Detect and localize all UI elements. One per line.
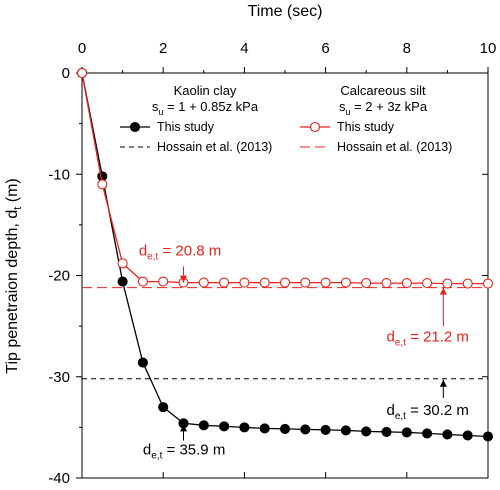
legend-marker <box>309 121 321 133</box>
annotation-label: de,t = 35.9 m <box>143 442 225 462</box>
data-point-kaolin <box>442 429 453 440</box>
series-layer <box>76 67 494 442</box>
data-point-calcareous <box>320 277 331 288</box>
x-tick-label: 4 <box>240 40 248 57</box>
data-point-calcareous <box>158 276 169 287</box>
legend-group-title: Kaolin clay <box>174 83 237 98</box>
data-point-calcareous <box>117 258 128 269</box>
data-point-kaolin <box>320 424 331 435</box>
legend-label: This study <box>157 120 215 134</box>
y-tick-label: 0 <box>62 65 70 82</box>
annotation-label: de,t = 30.2 m <box>387 402 469 422</box>
annotation-label: de,t = 20.8 m <box>139 242 221 262</box>
data-point-calcareous <box>259 277 270 288</box>
data-point-kaolin <box>219 421 230 432</box>
y-tick-label: -40 <box>48 470 70 487</box>
annotation-arrowhead <box>439 287 447 295</box>
x-axis-label: Time (sec) <box>248 3 323 20</box>
y-tick-label: -30 <box>48 369 70 386</box>
data-point-kaolin <box>158 402 169 413</box>
y-axis-label-group: Tip penetraion depth, dt (m) <box>4 178 24 373</box>
data-point-calcareous <box>279 277 291 288</box>
data-point-kaolin <box>137 357 148 368</box>
data-point-calcareous <box>422 278 433 289</box>
data-point-calcareous <box>482 278 494 289</box>
x-tick-label: 10 <box>480 40 497 57</box>
data-point-kaolin <box>340 425 351 436</box>
annotation-arrowhead <box>180 424 187 432</box>
x-tick-label: 0 <box>78 40 86 57</box>
x-tick-label: 6 <box>321 40 329 57</box>
data-point-kaolin <box>422 428 433 439</box>
data-point-kaolin <box>259 423 270 434</box>
data-point-kaolin <box>117 276 128 287</box>
data-point-kaolin <box>381 426 392 437</box>
data-point-calcareous <box>76 67 88 79</box>
data-point-calcareous <box>442 278 453 289</box>
y-tick-label: -10 <box>48 166 70 183</box>
data-point-kaolin <box>239 422 250 433</box>
legend-label: Hossain et al. (2013) <box>157 140 272 154</box>
legend-label: This study <box>337 120 395 134</box>
data-point-kaolin <box>279 423 291 434</box>
data-point-kaolin <box>198 420 209 431</box>
data-point-calcareous <box>381 278 392 289</box>
y-axis-label: Tip penetraion depth, dt (m) <box>4 178 24 373</box>
annotation-arrowhead <box>439 379 447 387</box>
data-point-calcareous <box>97 179 108 190</box>
annotation-arrowhead <box>180 275 187 283</box>
y-tick-label: -20 <box>48 268 70 285</box>
data-point-calcareous <box>137 276 148 287</box>
axes: 0 2 4 6 8 10 0 -10 -20 -30 -40 <box>48 40 496 487</box>
legend-marker <box>129 121 141 133</box>
data-point-calcareous <box>401 278 412 289</box>
data-point-calcareous <box>462 278 473 289</box>
legend-label: Hossain et al. (2013) <box>337 140 452 154</box>
annotation-label: de,t = 21.2 m <box>387 328 469 348</box>
data-point-calcareous <box>219 277 230 288</box>
data-point-kaolin <box>300 424 311 435</box>
legend-group-formula: su = 2 + 3z kPa <box>339 99 428 117</box>
data-point-calcareous <box>361 278 372 289</box>
x-tick-label: 8 <box>403 40 411 57</box>
annotations: de,t = 20.8 m de,t = 21.2 m de,t = 30.2 m d… <box>139 242 469 461</box>
data-point-calcareous <box>198 277 209 288</box>
data-point-kaolin <box>462 430 473 441</box>
data-point-kaolin <box>401 427 412 438</box>
data-point-kaolin <box>361 426 372 437</box>
x-tick-label: 2 <box>159 40 167 57</box>
data-point-calcareous <box>300 277 311 288</box>
legend-group-formula: su = 1 + 0.85z kPa <box>152 99 259 117</box>
data-point-calcareous <box>239 277 250 288</box>
data-point-kaolin <box>482 431 494 442</box>
legend-group-title: Calcareous silt <box>340 83 426 98</box>
data-point-calcareous <box>340 277 351 288</box>
